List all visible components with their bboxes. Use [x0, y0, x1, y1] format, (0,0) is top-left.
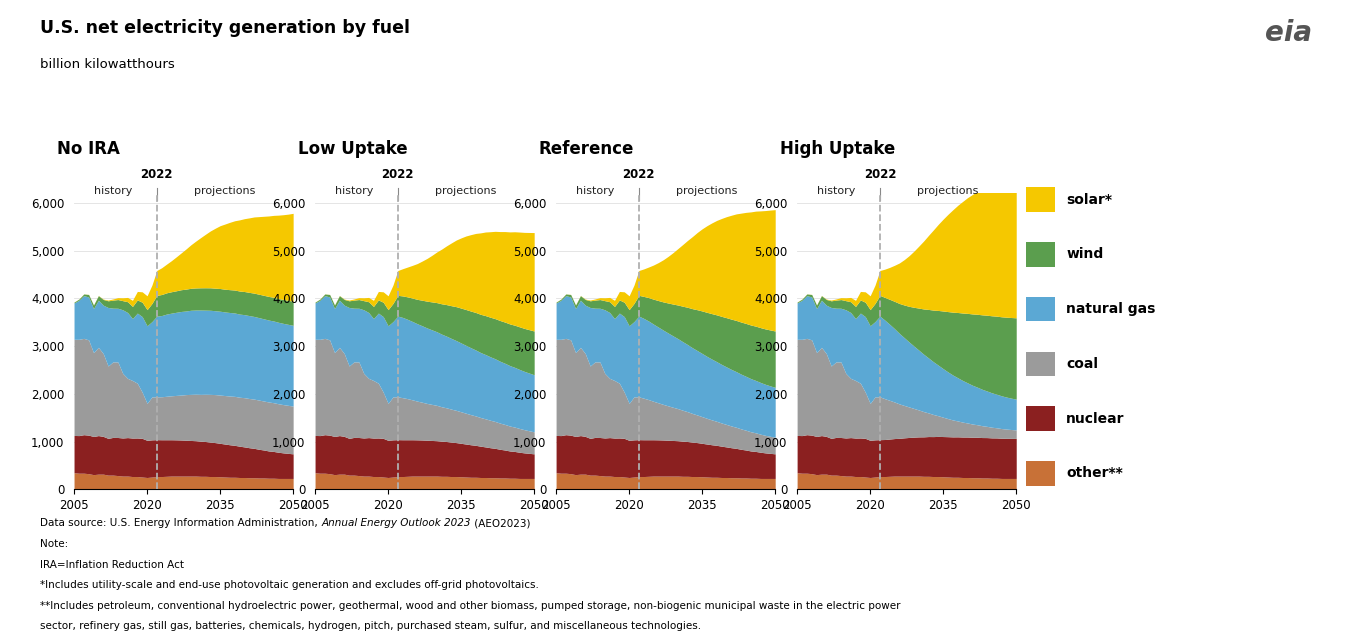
Text: solar*: solar*: [1066, 193, 1112, 207]
Text: Reference: Reference: [538, 140, 634, 158]
Text: projections: projections: [918, 185, 979, 196]
Text: nuclear: nuclear: [1066, 412, 1124, 426]
Text: history: history: [817, 185, 855, 196]
Text: U.S. net electricity generation by fuel: U.S. net electricity generation by fuel: [40, 19, 411, 37]
Text: wind: wind: [1066, 247, 1104, 261]
Text: sector, refinery gas, still gas, batteries, chemicals, hydrogen, pitch, purchase: sector, refinery gas, still gas, batteri…: [40, 621, 701, 632]
Text: other**: other**: [1066, 466, 1123, 480]
Text: projections: projections: [676, 185, 738, 196]
Text: 2022: 2022: [864, 168, 896, 181]
Text: 2022: 2022: [140, 168, 174, 181]
Text: 2022: 2022: [381, 168, 415, 181]
Text: Low Uptake: Low Uptake: [297, 140, 406, 158]
Text: projections: projections: [194, 185, 256, 196]
Text: IRA=Inflation Reduction Act: IRA=Inflation Reduction Act: [40, 560, 184, 570]
Text: history: history: [335, 185, 373, 196]
Text: Annual Energy Outlook 2023: Annual Energy Outlook 2023: [322, 518, 471, 529]
Text: natural gas: natural gas: [1066, 302, 1155, 316]
Text: history: history: [94, 185, 132, 196]
Text: history: history: [576, 185, 614, 196]
Text: High Uptake: High Uptake: [779, 140, 895, 158]
Text: No IRA: No IRA: [57, 140, 120, 158]
Text: **Includes petroleum, conventional hydroelectric power, geothermal, wood and oth: **Includes petroleum, conventional hydro…: [40, 601, 900, 611]
Text: (AEO2023): (AEO2023): [471, 518, 530, 529]
Text: *Includes utility-scale and end-use photovoltaic generation and excludes off-gri: *Includes utility-scale and end-use phot…: [40, 580, 540, 591]
Text: eia: eia: [1265, 19, 1312, 47]
Text: projections: projections: [435, 185, 497, 196]
Text: Note:: Note:: [40, 539, 69, 549]
Text: 2022: 2022: [623, 168, 656, 181]
Text: Data source: U.S. Energy Information Administration,: Data source: U.S. Energy Information Adm…: [40, 518, 322, 529]
Text: coal: coal: [1066, 357, 1098, 371]
Text: billion kilowatthours: billion kilowatthours: [40, 58, 175, 71]
